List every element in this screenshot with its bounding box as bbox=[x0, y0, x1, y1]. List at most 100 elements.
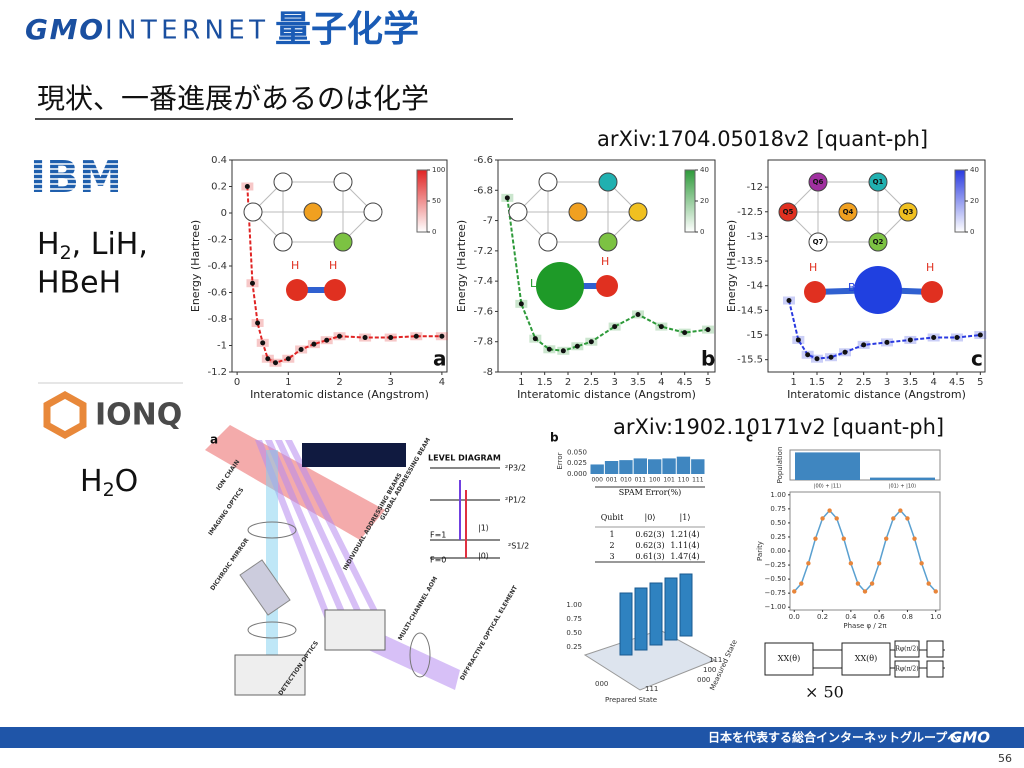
table-head: |1⟩ bbox=[680, 513, 691, 522]
x-axis-label: Interatomic distance (Angstrom) bbox=[250, 388, 429, 401]
y-tick-label: −0.50 bbox=[765, 575, 786, 583]
bar bbox=[619, 460, 633, 474]
circuit bbox=[764, 640, 945, 678]
apparatus-label: MULTI-CHANNEL AOM bbox=[397, 576, 439, 642]
colorbar bbox=[954, 169, 966, 233]
data-point bbox=[786, 298, 792, 304]
data-point bbox=[439, 333, 445, 339]
bar bbox=[648, 459, 662, 474]
atom bbox=[536, 262, 584, 310]
y-axis-label: Population bbox=[776, 447, 784, 484]
data-point bbox=[546, 346, 552, 352]
qubit bbox=[808, 232, 828, 252]
ibm-logo-stripes bbox=[28, 163, 124, 190]
y-axis-label: Energy (Hartree) bbox=[189, 220, 202, 312]
level-label: F=0 bbox=[430, 556, 446, 565]
x-tick-label: 3 bbox=[611, 377, 617, 388]
data-point bbox=[574, 343, 580, 349]
data-point bbox=[532, 336, 538, 342]
bar-3d bbox=[649, 582, 663, 646]
data-point bbox=[891, 516, 896, 521]
data-point bbox=[855, 581, 861, 586]
y-tick-label: 0.00 bbox=[770, 547, 786, 555]
atom-label: H bbox=[809, 261, 817, 274]
data-point bbox=[907, 337, 913, 343]
x-tick-label: 2 bbox=[565, 377, 571, 388]
gate-label: Rφ(π/2) bbox=[895, 666, 918, 673]
level-label: ²P1/2 bbox=[505, 496, 526, 505]
x-tick-label: 101 bbox=[663, 477, 675, 484]
footer-slogan: 日本を代表する総合インターネットグループへ bbox=[708, 730, 959, 745]
data-point bbox=[244, 184, 250, 189]
colorbar-label: 0 bbox=[432, 228, 436, 236]
y-tick-label: -7.6 bbox=[473, 306, 493, 317]
data-point bbox=[926, 581, 931, 586]
atom-label: H bbox=[291, 259, 299, 272]
qubit-label: Q3 bbox=[903, 208, 914, 216]
footer-bar bbox=[0, 727, 1024, 748]
y-tick-label: -8 bbox=[483, 367, 493, 378]
x-tick-label: 011 bbox=[635, 477, 647, 484]
data-point bbox=[954, 334, 960, 340]
data-point bbox=[388, 335, 394, 341]
atom bbox=[921, 281, 943, 303]
apparatus-label: DIFFRACTIVE OPTICAL ELEMENT bbox=[459, 584, 520, 682]
atom bbox=[804, 281, 826, 303]
y-tick-label: -6.6 bbox=[473, 155, 493, 166]
slide-title: 現状、一番進展があるのは化学 bbox=[37, 82, 429, 115]
atom-label: H bbox=[926, 261, 934, 274]
qubit bbox=[868, 232, 888, 252]
z-tick-label: 0.50 bbox=[566, 629, 582, 637]
y-tick-label: -13 bbox=[747, 231, 763, 242]
table-cell: 0.61(3) bbox=[635, 552, 664, 561]
data-point bbox=[805, 352, 811, 358]
y-tick-label: -14.5 bbox=[737, 305, 763, 316]
apparatus-label: DICHROIC MIRROR bbox=[209, 537, 251, 592]
table-cell: 2 bbox=[609, 541, 614, 550]
colorbar-label: 50 bbox=[432, 197, 441, 205]
data-point bbox=[413, 333, 419, 339]
ibm-logo: IBM bbox=[30, 152, 122, 203]
data-point bbox=[705, 327, 711, 333]
data-point bbox=[842, 349, 848, 355]
table-cell: 1.47(4) bbox=[670, 552, 699, 561]
data-point bbox=[898, 508, 903, 513]
y-tick-label: 0.050 bbox=[567, 448, 587, 456]
x-axis-label: Interatomic distance (Angstrom) bbox=[517, 388, 696, 401]
y-tick-label: −1.00 bbox=[765, 603, 786, 611]
fit-curve bbox=[793, 509, 937, 593]
qubit-label: Q6 bbox=[813, 178, 824, 186]
apparatus-label: IMAGING OPTICS bbox=[207, 487, 245, 537]
x-axis-label: Phase φ / 2π bbox=[843, 622, 887, 630]
y-tick-label: -6.8 bbox=[473, 185, 493, 196]
ionq-logo: IONQ bbox=[95, 398, 182, 433]
data-point bbox=[588, 339, 594, 345]
colorbar-label: 20 bbox=[970, 197, 979, 205]
x-tick-label: 2 bbox=[837, 377, 843, 388]
y-tick-label: 0 bbox=[221, 208, 227, 219]
y-tick-label: −0.25 bbox=[765, 561, 786, 569]
y-tick-label: 0.4 bbox=[211, 155, 227, 166]
data-point bbox=[560, 348, 566, 354]
y-axis-label: Parity bbox=[756, 541, 764, 561]
data-point bbox=[265, 356, 271, 362]
data-point bbox=[504, 195, 510, 201]
atom-label: H bbox=[329, 259, 337, 272]
y-tick-label: -7 bbox=[483, 216, 493, 227]
data-point bbox=[682, 330, 688, 336]
z-tick-label: 0.25 bbox=[566, 643, 582, 651]
ibm-molecules: H2, LiH, bbox=[37, 227, 148, 264]
y-tick-label: -0.4 bbox=[207, 261, 227, 272]
x-tick-label: 0.4 bbox=[845, 613, 857, 621]
table-cell: 3 bbox=[609, 552, 614, 561]
data-point bbox=[841, 536, 846, 541]
data-point bbox=[658, 324, 664, 330]
repeat-label: × 50 bbox=[805, 683, 844, 702]
x-tick-label: 1 bbox=[518, 377, 524, 388]
data-point bbox=[362, 335, 368, 341]
level-title: LEVEL DIAGRAM bbox=[428, 454, 501, 463]
logo-gmo: GMO bbox=[25, 13, 103, 46]
qubit bbox=[538, 172, 558, 192]
y-tick-label: -7.4 bbox=[473, 276, 493, 287]
atom bbox=[324, 279, 346, 301]
